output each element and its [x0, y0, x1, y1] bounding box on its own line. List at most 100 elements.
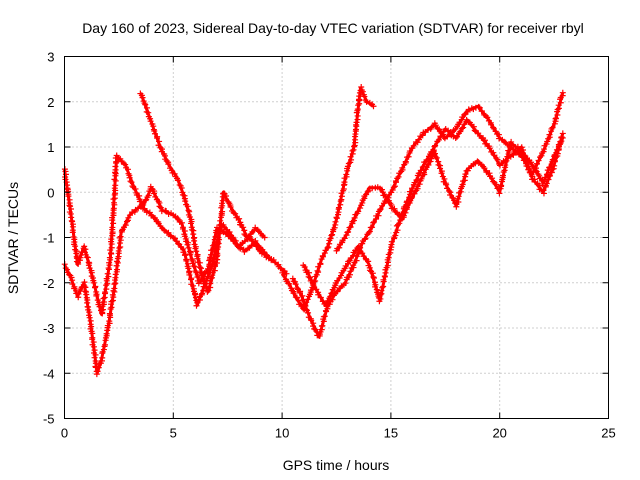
data-point — [447, 129, 454, 136]
y-tick-label: -2 — [43, 276, 55, 291]
data-point — [409, 194, 416, 201]
data-point — [345, 160, 352, 167]
data-point — [383, 193, 390, 200]
data-point — [232, 210, 239, 217]
y-axis-label: SDTVAR / TECUs — [5, 182, 21, 294]
data-point — [68, 214, 75, 221]
data-point — [281, 271, 288, 278]
data-point — [432, 142, 439, 149]
data-point — [116, 234, 123, 241]
data-point — [451, 197, 458, 204]
data-point — [92, 284, 99, 291]
data-point — [557, 99, 564, 106]
data-point — [327, 293, 334, 300]
data-point — [93, 292, 100, 299]
data-point — [62, 176, 69, 183]
data-point — [126, 174, 133, 181]
data-point — [160, 226, 167, 233]
data-point — [377, 291, 384, 298]
data-point — [116, 245, 123, 252]
data-point — [141, 205, 148, 212]
data-point — [361, 236, 368, 243]
data-point — [370, 103, 377, 110]
data-point — [327, 235, 334, 242]
data-point — [181, 252, 188, 259]
data-point — [93, 371, 100, 378]
data-point — [527, 169, 534, 176]
data-point — [317, 260, 324, 267]
data-point — [391, 205, 398, 212]
data-point — [336, 244, 343, 251]
data-point — [117, 240, 124, 247]
data-point — [321, 250, 328, 257]
data-point — [94, 368, 101, 375]
data-point — [178, 219, 185, 226]
data-point — [305, 309, 312, 316]
data-point — [106, 254, 113, 261]
data-point — [184, 203, 191, 210]
data-point — [103, 282, 110, 289]
data-point — [415, 136, 422, 143]
data-point — [471, 127, 478, 134]
data-point — [165, 229, 172, 236]
data-point — [193, 248, 200, 255]
data-point — [359, 250, 366, 257]
data-point — [329, 296, 336, 303]
data-point — [363, 98, 370, 105]
data-point — [112, 163, 119, 170]
x-tick-label: 10 — [275, 426, 289, 441]
data-point — [358, 83, 365, 90]
data-point — [188, 226, 195, 233]
data-point — [432, 153, 439, 160]
series-line — [139, 92, 266, 294]
data-point — [69, 229, 76, 236]
data-point — [559, 134, 566, 141]
y-tick-label: 2 — [47, 95, 54, 110]
data-point — [190, 263, 197, 270]
data-point — [344, 163, 351, 170]
data-point — [389, 187, 396, 194]
data-point — [111, 281, 118, 288]
data-point — [286, 280, 293, 287]
data-point — [353, 119, 360, 126]
data-point — [105, 273, 112, 280]
data-point — [354, 112, 361, 119]
chart-title: Day 160 of 2023, Sidereal Day-to-day VTE… — [82, 20, 584, 36]
data-point — [351, 143, 358, 150]
data-point — [551, 153, 558, 160]
data-point — [99, 309, 106, 316]
data-point — [185, 265, 192, 272]
data-point — [510, 151, 517, 158]
data-point — [272, 259, 279, 266]
data-point — [192, 291, 199, 298]
data-point — [388, 238, 395, 245]
data-point — [428, 155, 435, 162]
data-point — [419, 132, 426, 139]
data-point — [317, 294, 324, 301]
data-point — [509, 142, 516, 149]
data-point — [343, 232, 350, 239]
data-point — [185, 244, 192, 251]
data-point — [69, 218, 76, 225]
data-point — [328, 232, 335, 239]
data-point — [150, 123, 157, 130]
data-point — [392, 232, 399, 239]
data-point — [240, 224, 247, 231]
data-point — [104, 270, 111, 277]
data-point — [178, 185, 185, 192]
data-point — [546, 164, 553, 171]
data-point — [365, 229, 372, 236]
data-point — [424, 126, 431, 133]
data-point — [216, 225, 223, 232]
data-point — [475, 103, 482, 110]
data-point — [549, 124, 556, 131]
data-point — [343, 171, 350, 178]
data-point — [459, 125, 466, 132]
data-point — [328, 290, 335, 297]
series-6 — [300, 116, 566, 309]
data-point — [405, 153, 412, 160]
data-point — [347, 268, 354, 275]
data-point — [154, 135, 161, 142]
data-point — [219, 200, 226, 207]
